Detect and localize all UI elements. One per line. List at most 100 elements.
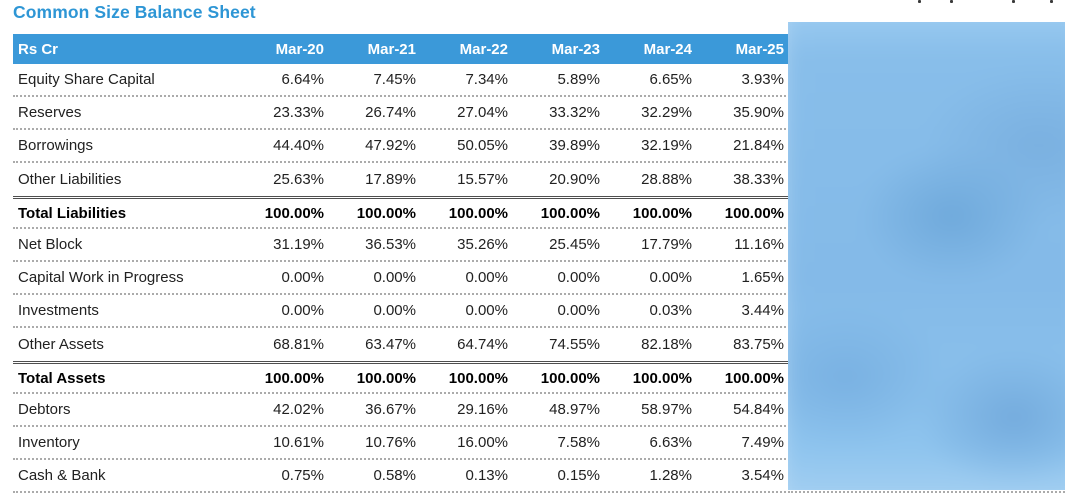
value-cell: 31.19% bbox=[273, 236, 324, 253]
row-label: Other Assets bbox=[18, 336, 104, 353]
value-cell: 0.15% bbox=[557, 467, 600, 484]
value-cell: 35.26% bbox=[457, 236, 508, 253]
value-cell: 48.97% bbox=[549, 401, 600, 418]
cropped-text-fragment bbox=[950, 0, 953, 3]
value-cell: 0.00% bbox=[281, 269, 324, 286]
value-cell: 82.18% bbox=[641, 336, 692, 353]
value-cell: 68.81% bbox=[273, 336, 324, 353]
table-row-capital-work-in-progress: Capital Work in Progress 0.00% 0.00% 0.00% 0… bbox=[13, 262, 790, 295]
row-label: Investments bbox=[18, 302, 99, 319]
value-cell: 3.54% bbox=[741, 467, 784, 484]
table-row-total-assets: Total Assets 100.00% 100.00% 100.00% 100.00%… bbox=[13, 361, 790, 394]
value-cell: 7.45% bbox=[373, 71, 416, 88]
value-cell: 64.74% bbox=[457, 336, 508, 353]
table-row-net-block: Net Block 31.19% 36.53% 35.26% 25.45% 17.79% 1… bbox=[13, 229, 790, 262]
value-cell: 0.00% bbox=[465, 302, 508, 319]
value-cell: 26.74% bbox=[365, 104, 416, 121]
table-header-row: Rs Cr Mar-20 Mar-21 Mar-22 Mar-23 Mar-24 Mar-2… bbox=[13, 34, 790, 64]
cropped-text-fragment bbox=[1012, 0, 1015, 3]
table-row-other-assets: Other Assets 68.81% 63.47% 64.74% 74.55% 82.1… bbox=[13, 328, 790, 361]
value-cell: 25.45% bbox=[549, 236, 600, 253]
row-label: Total Liabilities bbox=[18, 204, 127, 222]
value-cell: 33.32% bbox=[549, 104, 600, 121]
value-cell: 16.00% bbox=[457, 434, 508, 451]
column-header-mar-20: Mar-20 bbox=[275, 40, 324, 58]
value-cell: 100.00% bbox=[632, 204, 692, 222]
value-cell: 0.00% bbox=[557, 302, 600, 319]
row-label: Debtors bbox=[18, 401, 71, 418]
value-cell: 28.88% bbox=[641, 171, 692, 188]
value-cell: 42.02% bbox=[273, 401, 324, 418]
value-cell: 100.00% bbox=[264, 204, 324, 222]
value-cell: 0.03% bbox=[649, 302, 692, 319]
value-cell: 17.79% bbox=[641, 236, 692, 253]
value-cell: 36.67% bbox=[365, 401, 416, 418]
value-cell: 0.00% bbox=[281, 302, 324, 319]
value-cell: 100.00% bbox=[724, 369, 784, 387]
table-row-equity-share-capital: Equity Share Capital 6.64% 7.45% 7.34% 5.89%… bbox=[13, 64, 790, 97]
value-cell: 63.47% bbox=[365, 336, 416, 353]
row-label: Total Assets bbox=[18, 369, 106, 387]
value-cell: 5.89% bbox=[557, 71, 600, 88]
column-header-mar-21: Mar-21 bbox=[367, 40, 416, 58]
table-row-borrowings: Borrowings 44.40% 47.92% 50.05% 39.89% 32.19%… bbox=[13, 130, 790, 163]
table-row-cash-bank: Cash & Bank 0.75% 0.58% 0.13% 0.15% 1.28% 3.54… bbox=[13, 460, 790, 493]
value-cell: 7.49% bbox=[741, 434, 784, 451]
value-cell: 0.00% bbox=[373, 302, 416, 319]
value-cell: 74.55% bbox=[549, 336, 600, 353]
value-cell: 10.61% bbox=[273, 434, 324, 451]
row-label: Capital Work in Progress bbox=[18, 269, 184, 286]
value-cell: 39.89% bbox=[549, 137, 600, 154]
value-cell: 7.58% bbox=[557, 434, 600, 451]
value-cell: 0.58% bbox=[373, 467, 416, 484]
value-cell: 100.00% bbox=[264, 369, 324, 387]
value-cell: 0.13% bbox=[465, 467, 508, 484]
value-cell: 3.93% bbox=[741, 71, 784, 88]
value-cell: 100.00% bbox=[448, 369, 508, 387]
value-cell: 44.40% bbox=[273, 137, 324, 154]
column-header-mar-25: Mar-25 bbox=[735, 40, 784, 58]
value-cell: 0.00% bbox=[557, 269, 600, 286]
value-cell: 11.16% bbox=[734, 236, 784, 253]
value-cell: 100.00% bbox=[356, 204, 416, 222]
balance-sheet-table: Rs Cr Mar-20 Mar-21 Mar-22 Mar-23 Mar-24 Mar-2… bbox=[13, 34, 790, 493]
table-row-investments: Investments 0.00% 0.00% 0.00% 0.00% 0.03% 3.44… bbox=[13, 295, 790, 328]
table-row-inventory: Inventory 10.61% 10.76% 16.00% 7.58% 6.63% 7.4… bbox=[13, 427, 790, 460]
column-header-unit: Rs Cr bbox=[18, 40, 59, 58]
value-cell: 0.75% bbox=[281, 467, 324, 484]
value-cell: 100.00% bbox=[540, 369, 600, 387]
value-cell: 83.75% bbox=[733, 336, 784, 353]
row-label: Reserves bbox=[18, 104, 82, 121]
value-cell: 25.63% bbox=[273, 171, 324, 188]
value-cell: 32.19% bbox=[641, 137, 692, 154]
value-cell: 100.00% bbox=[632, 369, 692, 387]
redacted-blurred-region bbox=[788, 22, 1065, 490]
value-cell: 1.28% bbox=[649, 467, 692, 484]
value-cell: 54.84% bbox=[733, 401, 784, 418]
table-row-other-liabilities: Other Liabilities 25.63% 17.89% 15.57% 20.90… bbox=[13, 163, 790, 196]
row-label: Net Block bbox=[18, 236, 83, 253]
value-cell: 23.33% bbox=[273, 104, 324, 121]
value-cell: 35.90% bbox=[733, 104, 784, 121]
row-label: Other Liabilities bbox=[18, 171, 122, 188]
value-cell: 0.00% bbox=[465, 269, 508, 286]
row-label: Cash & Bank bbox=[18, 467, 106, 484]
cropped-text-fragment bbox=[918, 0, 921, 3]
row-label: Equity Share Capital bbox=[18, 71, 155, 88]
table-body: Equity Share Capital 6.64% 7.45% 7.34% 5.89%… bbox=[13, 64, 790, 493]
value-cell: 1.65% bbox=[741, 269, 784, 286]
value-cell: 0.00% bbox=[373, 269, 416, 286]
row-label: Inventory bbox=[18, 434, 80, 451]
value-cell: 29.16% bbox=[457, 401, 508, 418]
value-cell: 7.34% bbox=[465, 71, 508, 88]
value-cell: 20.90% bbox=[549, 171, 600, 188]
table-row-debtors: Debtors 42.02% 36.67% 29.16% 48.97% 58.97% 54.… bbox=[13, 394, 790, 427]
column-header-mar-24: Mar-24 bbox=[643, 40, 692, 58]
value-cell: 100.00% bbox=[540, 204, 600, 222]
value-cell: 50.05% bbox=[457, 137, 508, 154]
row-label: Borrowings bbox=[18, 137, 94, 154]
table-row-reserves: Reserves 23.33% 26.74% 27.04% 33.32% 32.29% 35… bbox=[13, 97, 790, 130]
cropped-text-fragment bbox=[1050, 0, 1053, 3]
value-cell: 6.65% bbox=[649, 71, 692, 88]
